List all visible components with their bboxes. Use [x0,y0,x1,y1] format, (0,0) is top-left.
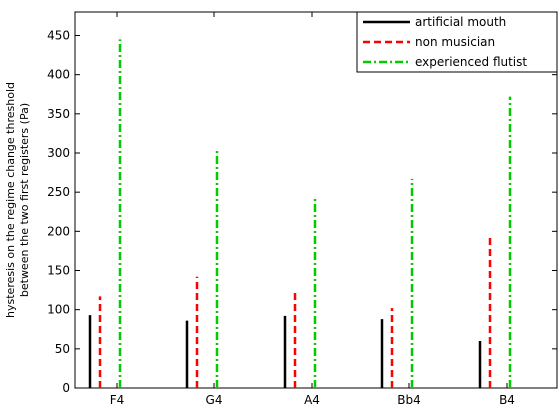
x-tick-label: G4 [206,393,223,407]
y-tick-label: 350 [47,107,70,121]
y-tick-label: 200 [47,224,70,238]
y-tick-label: 250 [47,185,70,199]
legend-label: experienced flutist [415,55,527,69]
y-tick-label: 400 [47,68,70,82]
legend-label: artificial mouth [415,15,506,29]
x-tick-label: F4 [110,393,125,407]
y-tick-label: 150 [47,264,70,278]
y-tick-label: 450 [47,29,70,43]
legend-label: non musician [415,35,495,49]
y-axis-label-line-2: between the two first registers (Pa) [18,103,31,297]
x-tick-label: B4 [499,393,515,407]
y-tick-label: 300 [47,146,70,160]
x-tick-label: A4 [304,393,320,407]
tick-layer: 0 50 100 150 200 250 300 350 400 450 F4 G4 A4 Bb4 B4 [47,12,557,407]
y-tick-label: 100 [47,303,70,317]
y-tick-label: 0 [62,381,70,395]
y-axis-label-line-1: hysteresis on the regime change threshol… [4,82,17,318]
bar-layer [88,39,512,388]
legend: artificial mouth non musician experienced … [356,11,558,73]
y-tick-label: 50 [55,342,70,356]
x-tick-label: Bb4 [397,393,420,407]
